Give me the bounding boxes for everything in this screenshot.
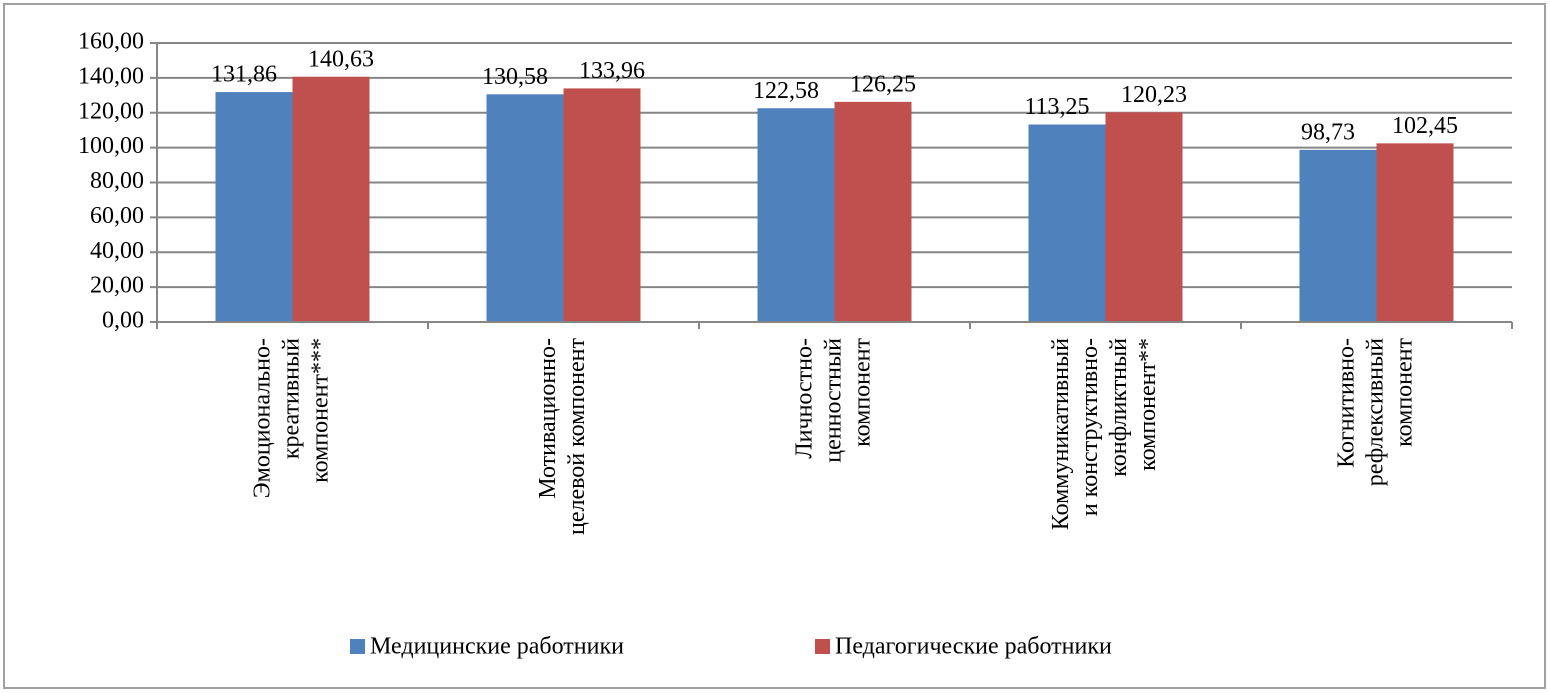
value-label: 98,73 — [1301, 119, 1355, 145]
bar — [564, 88, 641, 322]
x-tick-label-line: компонент — [849, 337, 875, 446]
x-tick-label-line: компонент*** — [307, 338, 333, 483]
value-label: 126,25 — [850, 71, 916, 97]
x-tick-label-line: конфликтный — [1106, 338, 1132, 477]
y-tick-label: 80,00 — [90, 168, 144, 194]
y-tick-label: 100,00 — [78, 133, 144, 159]
value-label: 122,58 — [753, 78, 819, 104]
x-tick-label-line: целевой компонент — [564, 337, 590, 534]
bar — [1106, 112, 1183, 322]
value-label: 102,45 — [1392, 113, 1458, 139]
x-tick-label-line: Когнитивно- — [1333, 338, 1359, 468]
legend-label: Медицинские работники — [370, 634, 624, 660]
value-label: 131,86 — [211, 62, 277, 88]
bar — [758, 108, 835, 322]
y-tick-label: 140,00 — [78, 63, 144, 89]
value-label: 133,96 — [579, 58, 645, 84]
y-tick-label: 60,00 — [90, 203, 144, 229]
bar — [835, 102, 912, 322]
bar — [293, 77, 370, 322]
y-tick-label: 120,00 — [78, 98, 144, 124]
y-tick-label: 20,00 — [90, 273, 144, 299]
value-label: 113,25 — [1024, 94, 1089, 120]
y-tick-label: 40,00 — [90, 238, 144, 264]
x-tick-label-line: Эмоционально- — [249, 338, 275, 498]
x-tick-label-line: компонент** — [1135, 338, 1161, 471]
bar — [1300, 150, 1377, 322]
x-tick-label-line: ценностный — [820, 338, 846, 463]
x-tick-label-line: Мотивационно- — [535, 338, 561, 499]
y-tick-label: 160,00 — [78, 29, 144, 55]
legend-swatch — [350, 639, 365, 654]
y-tick-label: 0,00 — [102, 308, 144, 334]
bar — [487, 94, 564, 322]
x-tick-label-line: Коммуникативный — [1048, 338, 1074, 530]
chart: 0,00 20,00 40,00 60,00 80,00 100,00 120,00 140,… — [0, 0, 1550, 693]
x-tick-label-line: рефлексивный — [1362, 338, 1388, 486]
legend-label: Педагогические работники — [835, 634, 1112, 660]
x-tick-label-line: креативный — [278, 338, 304, 459]
x-tick-label-line: Личностно- — [791, 338, 817, 459]
value-label: 130,58 — [482, 64, 548, 90]
bar — [1377, 143, 1454, 322]
bar — [216, 92, 293, 322]
x-tick-label-line: и конструктивно- — [1077, 338, 1103, 516]
bar — [1029, 125, 1106, 322]
value-label: 120,23 — [1121, 82, 1187, 108]
value-label: 140,63 — [308, 46, 374, 72]
x-tick-label-line: компонент — [1391, 337, 1417, 446]
legend-swatch — [815, 639, 830, 654]
